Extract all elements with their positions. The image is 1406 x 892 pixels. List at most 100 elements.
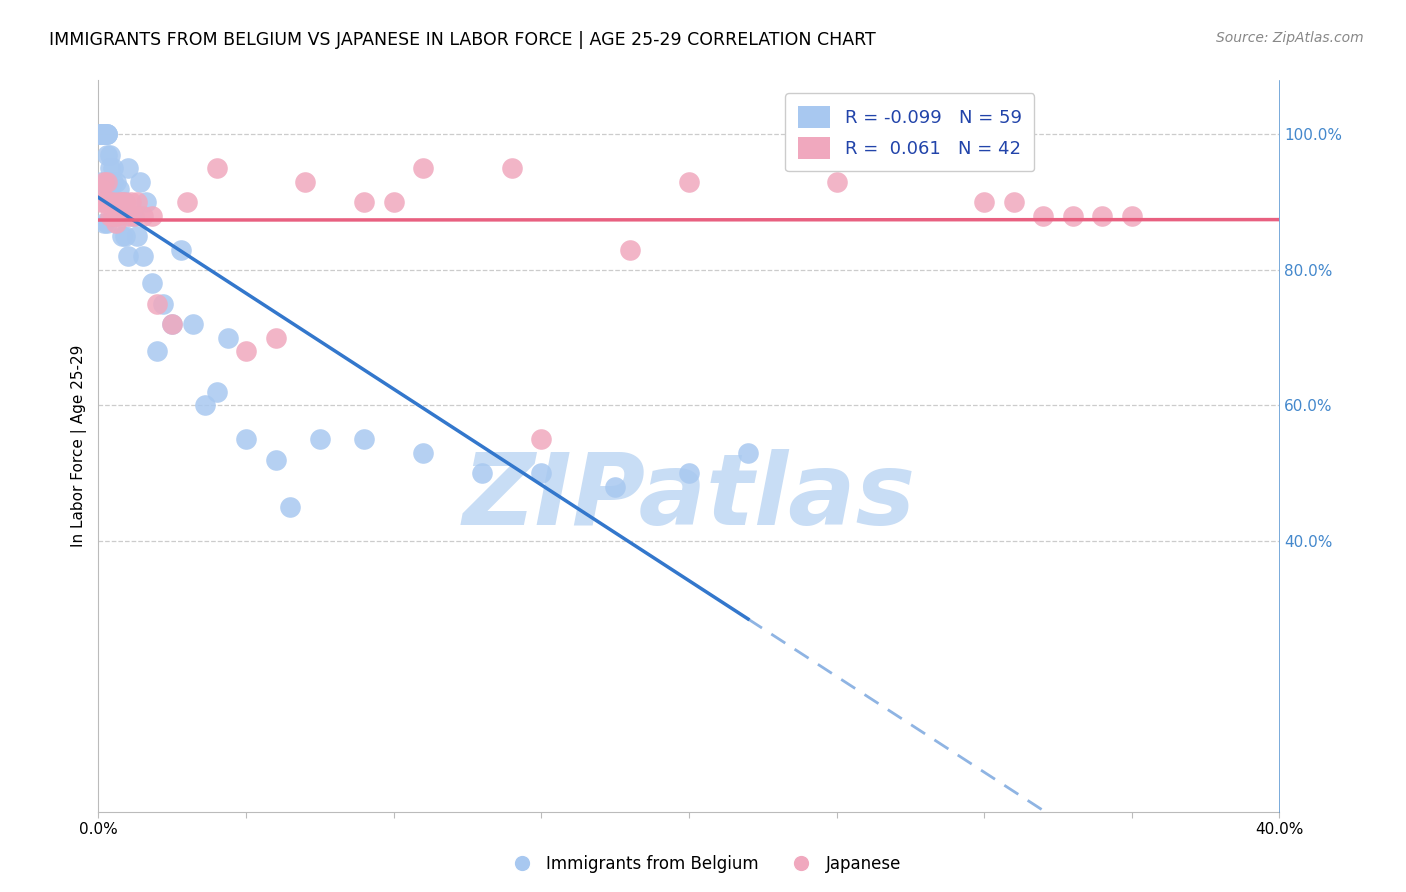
Point [280,500,302,514]
Point [132,249,155,263]
Point [103,209,125,223]
Point [170,243,193,257]
Point [103,195,125,210]
Point [217,331,239,345]
Point [96,128,118,142]
Point [678,175,700,189]
Point [1062,209,1084,223]
Text: Source: ZipAtlas.com: Source: ZipAtlas.com [1216,31,1364,45]
Point [141,277,163,291]
Point [353,432,375,446]
Point [412,161,434,176]
Point [90,128,112,142]
Point [162,317,183,331]
Point [90,128,112,142]
Point [120,209,142,223]
Point [98,209,121,223]
Point [98,161,121,176]
Point [146,344,169,359]
Point [122,209,145,223]
Point [90,128,112,142]
Point [105,195,128,210]
Point [114,229,136,244]
Point [501,161,523,176]
Legend: R = -0.099   N = 59, R =  0.061   N = 42: R = -0.099 N = 59, R = 0.061 N = 42 [785,93,1035,171]
Point [103,161,125,176]
Point [412,446,434,460]
Point [90,181,112,195]
Point [117,161,139,176]
Point [309,432,332,446]
Point [108,209,131,223]
Point [93,195,115,210]
Point [605,480,627,494]
Point [90,175,112,189]
Point [205,384,228,399]
Point [93,128,115,142]
Point [128,175,150,189]
Point [93,128,115,142]
Point [1002,195,1025,210]
Point [98,148,121,162]
Point [90,128,112,142]
Point [108,181,131,195]
Point [96,215,118,229]
Point [122,209,145,223]
Point [111,195,134,210]
Point [132,209,155,223]
Point [194,398,217,412]
Point [471,466,494,480]
Point [111,195,134,210]
Point [825,175,848,189]
Point [103,175,125,189]
Point [353,195,375,210]
Point [105,215,128,229]
Point [235,432,257,446]
Point [619,243,641,257]
Point [146,297,169,311]
Point [108,195,131,210]
Point [205,161,228,176]
Point [93,215,115,229]
Text: IMMIGRANTS FROM BELGIUM VS JAPANESE IN LABOR FORCE | AGE 25-29 CORRELATION CHART: IMMIGRANTS FROM BELGIUM VS JAPANESE IN L… [49,31,876,49]
Point [1032,209,1054,223]
Point [125,195,148,210]
Point [120,195,142,210]
Point [294,175,316,189]
Point [135,195,157,210]
Point [98,195,121,210]
Point [264,331,287,345]
Point [96,128,118,142]
Point [678,466,700,480]
Point [176,195,198,210]
Text: ZIPatlas: ZIPatlas [463,449,915,546]
Point [111,229,134,244]
Point [98,181,121,195]
Point [264,452,287,467]
Legend: Immigrants from Belgium, Japanese: Immigrants from Belgium, Japanese [498,848,908,880]
Point [141,209,163,223]
Point [117,249,139,263]
Point [90,195,112,210]
Point [737,446,759,460]
Point [530,466,553,480]
Point [93,128,115,142]
Point [162,317,183,331]
Point [125,229,148,244]
Point [973,195,995,210]
Point [1121,209,1143,223]
Point [114,195,136,210]
Point [105,175,128,189]
Point [98,195,121,210]
Point [105,209,128,223]
Point [96,148,118,162]
Y-axis label: In Labor Force | Age 25-29: In Labor Force | Age 25-29 [72,345,87,547]
Point [530,432,553,446]
Point [114,195,136,210]
Point [235,344,257,359]
Point [152,297,174,311]
Point [93,175,115,189]
Point [1091,209,1114,223]
Point [96,175,118,189]
Point [96,128,118,142]
